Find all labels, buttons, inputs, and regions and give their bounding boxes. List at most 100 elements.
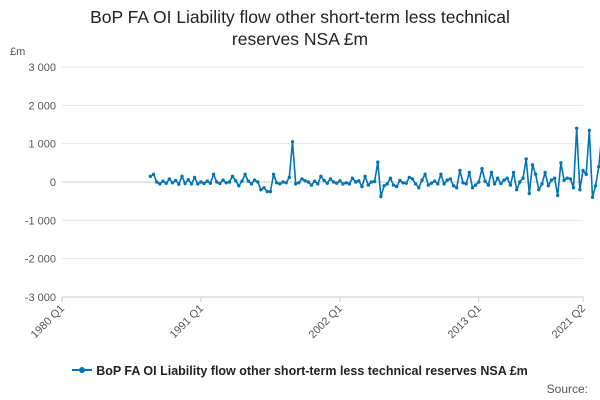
data-point bbox=[508, 183, 513, 187]
data-point bbox=[382, 184, 386, 188]
data-point bbox=[442, 182, 446, 186]
data-point bbox=[252, 178, 257, 182]
data-point bbox=[581, 168, 585, 173]
data-point bbox=[208, 181, 213, 185]
data-point bbox=[515, 188, 519, 192]
data-point bbox=[407, 175, 411, 180]
data-point bbox=[426, 183, 430, 187]
data-point bbox=[395, 184, 399, 189]
data-point bbox=[227, 180, 232, 184]
data-point bbox=[496, 176, 500, 180]
data-point bbox=[256, 180, 260, 184]
data-point bbox=[571, 186, 576, 190]
data-point bbox=[331, 180, 336, 184]
data-point bbox=[470, 186, 475, 190]
data-point bbox=[211, 172, 216, 176]
data-point bbox=[240, 179, 244, 183]
data-point bbox=[502, 178, 506, 182]
data-point bbox=[268, 189, 273, 194]
data-point bbox=[562, 178, 566, 182]
data-point bbox=[338, 179, 342, 183]
data-point bbox=[297, 181, 301, 185]
data-point bbox=[278, 182, 282, 186]
y-axis-ticks: 3 000 2 000 1 000 0 -1 000 -2 000 -3 000 bbox=[25, 62, 56, 304]
data-point bbox=[445, 178, 449, 182]
data-point bbox=[306, 180, 310, 184]
x-tick-label: 1980 Q1 bbox=[29, 303, 67, 341]
data-point bbox=[265, 189, 269, 194]
chart-title: BoP FA OI Liability flow other short-ter… bbox=[0, 6, 600, 50]
data-point bbox=[155, 180, 159, 184]
data-point bbox=[432, 179, 437, 183]
data-point bbox=[309, 183, 314, 187]
data-point bbox=[477, 180, 481, 184]
data-point bbox=[527, 191, 531, 196]
data-point bbox=[369, 180, 374, 184]
data-point bbox=[221, 178, 225, 182]
data-point bbox=[192, 175, 197, 180]
data-point bbox=[565, 176, 569, 180]
data-point bbox=[215, 180, 219, 184]
data-point bbox=[360, 184, 364, 189]
data-point bbox=[372, 179, 377, 184]
data-point bbox=[294, 182, 298, 186]
data-point bbox=[401, 181, 405, 185]
data-point bbox=[587, 128, 591, 132]
data-point bbox=[559, 161, 563, 165]
data-point bbox=[284, 181, 288, 185]
data-point bbox=[518, 180, 522, 184]
y-tick-label: -1 000 bbox=[25, 215, 56, 227]
data-point bbox=[243, 172, 247, 176]
x-axis: 1980 Q1 1991 Q1 2002 Q1 2013 Q1 2021 Q2 bbox=[29, 296, 588, 341]
data-point bbox=[549, 178, 554, 182]
data-point bbox=[170, 181, 175, 185]
data-point bbox=[322, 178, 326, 183]
data-point bbox=[180, 174, 184, 178]
data-point bbox=[183, 181, 187, 186]
data-point bbox=[473, 183, 478, 187]
legend-label: BoP FA OI Liability flow other short-ter… bbox=[96, 364, 528, 378]
data-point bbox=[167, 177, 172, 181]
data-point bbox=[556, 193, 560, 198]
data-point bbox=[423, 172, 427, 176]
data-point bbox=[249, 182, 254, 186]
data-point bbox=[420, 178, 424, 182]
data-point bbox=[316, 182, 320, 186]
data-point bbox=[363, 174, 367, 178]
data-point bbox=[281, 180, 285, 184]
x-tick-label: 2013 Q1 bbox=[446, 303, 484, 341]
data-point bbox=[186, 178, 190, 182]
data-point bbox=[492, 182, 497, 186]
y-axis-label: £m bbox=[10, 46, 25, 58]
data-point bbox=[467, 170, 471, 175]
data-point bbox=[533, 172, 538, 176]
data-point bbox=[511, 170, 516, 175]
data-point bbox=[271, 172, 276, 176]
data-point bbox=[319, 174, 323, 178]
data-point bbox=[325, 181, 329, 185]
data-point bbox=[568, 177, 573, 181]
data-point bbox=[448, 177, 453, 181]
data-point bbox=[546, 184, 550, 188]
data-point bbox=[230, 174, 235, 178]
data-point bbox=[455, 186, 459, 190]
data-point bbox=[347, 182, 351, 186]
data-point bbox=[505, 176, 509, 180]
legend: BoP FA OI Liability flow other short-ter… bbox=[0, 364, 600, 378]
data-point bbox=[540, 182, 544, 186]
data-point bbox=[480, 166, 484, 171]
data-point bbox=[451, 184, 456, 188]
data-point bbox=[199, 180, 203, 184]
data-point bbox=[458, 168, 462, 173]
data-point bbox=[486, 183, 490, 187]
data-point bbox=[287, 175, 291, 180]
data-point bbox=[312, 179, 317, 183]
data-point bbox=[410, 177, 415, 181]
data-point bbox=[335, 181, 339, 185]
data-point bbox=[578, 188, 582, 192]
data-point bbox=[259, 188, 263, 192]
data-point bbox=[300, 177, 304, 181]
data-point bbox=[464, 182, 468, 186]
legend-swatch bbox=[72, 364, 93, 376]
